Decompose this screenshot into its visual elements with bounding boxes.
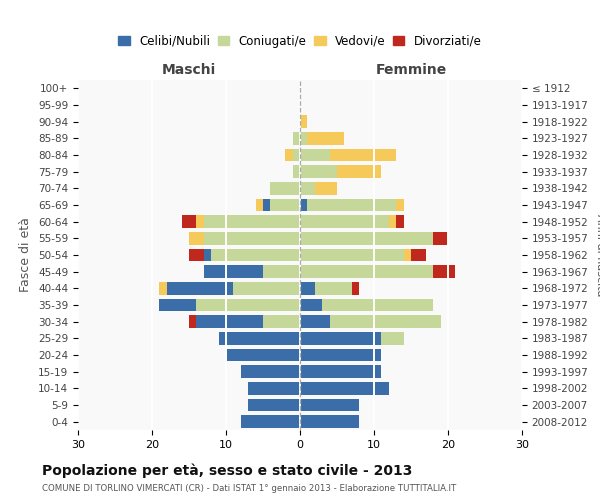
Bar <box>293 166 300 178</box>
Bar <box>307 132 344 144</box>
Bar <box>160 282 167 294</box>
Bar <box>204 216 300 228</box>
Bar <box>300 199 307 211</box>
Bar <box>300 316 329 328</box>
Bar <box>300 332 382 344</box>
Bar <box>300 349 382 361</box>
Bar <box>241 366 300 378</box>
Bar <box>248 382 300 394</box>
Bar <box>241 416 300 428</box>
Bar <box>204 266 263 278</box>
Bar <box>433 266 455 278</box>
Y-axis label: Fasce di età: Fasce di età <box>19 218 32 292</box>
Bar <box>263 266 300 278</box>
Bar <box>204 232 300 244</box>
Bar <box>322 298 433 311</box>
Bar <box>300 216 389 228</box>
Bar <box>285 149 293 162</box>
Bar <box>189 232 204 244</box>
Bar <box>167 282 233 294</box>
Text: Popolazione per età, sesso e stato civile - 2013: Popolazione per età, sesso e stato civil… <box>42 464 412 478</box>
Text: Femmine: Femmine <box>376 62 446 76</box>
Bar <box>300 298 322 311</box>
Bar <box>226 349 300 361</box>
Bar <box>263 199 271 211</box>
Legend: Celibi/Nubili, Coniugati/e, Vedovi/e, Divorziati/e: Celibi/Nubili, Coniugati/e, Vedovi/e, Di… <box>113 30 487 52</box>
Bar <box>218 332 300 344</box>
Bar <box>189 248 204 261</box>
Text: COMUNE DI TORLINO VIMERCATI (CR) - Dati ISTAT 1° gennaio 2013 - Elaborazione TUT: COMUNE DI TORLINO VIMERCATI (CR) - Dati … <box>42 484 456 493</box>
Bar <box>307 199 396 211</box>
Bar <box>248 399 300 411</box>
Bar <box>196 298 300 311</box>
Bar <box>404 248 411 261</box>
Bar <box>300 399 359 411</box>
Text: Maschi: Maschi <box>162 62 216 76</box>
Bar <box>293 132 300 144</box>
Bar <box>300 166 337 178</box>
Bar <box>382 332 404 344</box>
Bar <box>300 149 329 162</box>
Bar <box>233 282 300 294</box>
Bar <box>329 149 396 162</box>
Bar <box>271 182 300 194</box>
Bar <box>411 248 426 261</box>
Y-axis label: Anni di nascita: Anni di nascita <box>595 214 600 296</box>
Bar <box>315 282 352 294</box>
Bar <box>189 316 196 328</box>
Bar <box>204 248 211 261</box>
Bar <box>352 282 359 294</box>
Bar <box>433 232 448 244</box>
Bar <box>300 116 307 128</box>
Bar <box>300 182 315 194</box>
Bar <box>300 248 404 261</box>
Bar <box>196 316 263 328</box>
Bar <box>160 298 196 311</box>
Bar <box>329 316 440 328</box>
Bar <box>300 232 433 244</box>
Bar <box>337 166 382 178</box>
Bar <box>263 316 300 328</box>
Bar <box>315 182 337 194</box>
Bar <box>256 199 263 211</box>
Bar <box>300 366 382 378</box>
Bar <box>271 199 300 211</box>
Bar <box>300 416 359 428</box>
Bar <box>300 282 315 294</box>
Bar <box>300 132 307 144</box>
Bar <box>396 199 404 211</box>
Bar <box>293 149 300 162</box>
Bar <box>300 382 389 394</box>
Bar <box>196 216 204 228</box>
Bar <box>396 216 404 228</box>
Bar <box>182 216 196 228</box>
Bar <box>300 266 433 278</box>
Bar <box>211 248 300 261</box>
Bar <box>389 216 396 228</box>
